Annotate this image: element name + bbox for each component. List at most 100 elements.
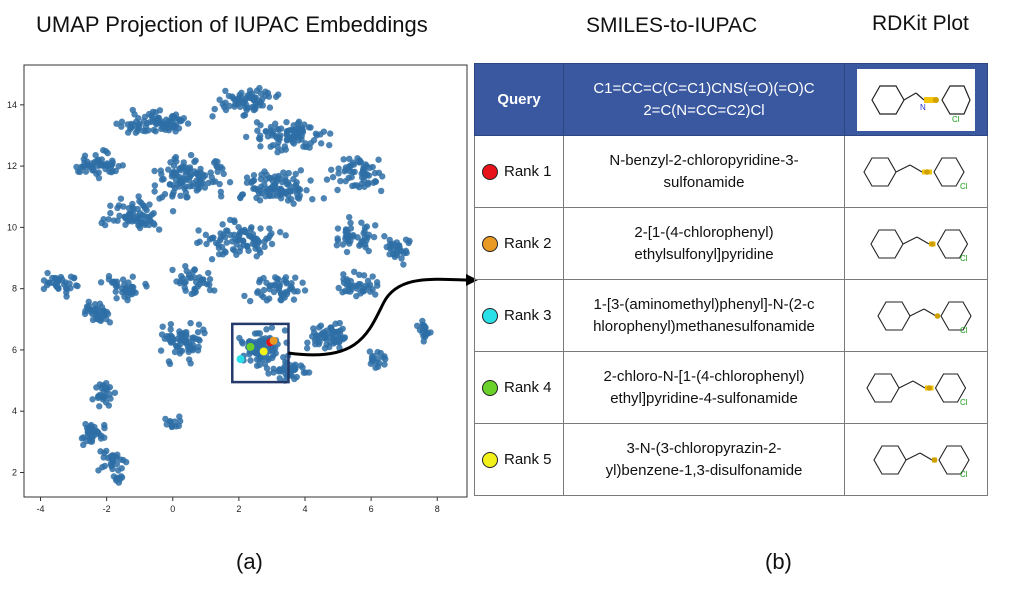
umap-point (185, 274, 193, 281)
umap-point (116, 212, 123, 220)
umap-point (330, 340, 337, 347)
umap-point (283, 288, 291, 295)
umap-point (205, 269, 212, 277)
umap-point (227, 231, 234, 239)
umap-point (118, 118, 126, 125)
umap-point (251, 330, 259, 337)
umap-point (388, 242, 395, 249)
umap-point (257, 143, 264, 150)
umap-point (256, 330, 264, 337)
umap-point (406, 237, 413, 245)
highlighted-point (246, 342, 255, 351)
umap-point (317, 140, 325, 147)
umap-point (307, 139, 315, 147)
umap-point (98, 156, 105, 163)
umap-point (282, 278, 290, 285)
umap-point (271, 120, 279, 127)
umap-point (326, 130, 334, 137)
umap-point (67, 284, 74, 292)
umap-point-cloud (40, 84, 434, 486)
umap-point (241, 292, 248, 300)
umap-point (97, 279, 105, 286)
umap-point (342, 235, 349, 243)
umap-point (259, 102, 267, 109)
umap-point (200, 174, 207, 181)
umap-point (203, 240, 210, 248)
umap-point (370, 352, 377, 360)
umap-point (82, 420, 89, 428)
umap-point (167, 326, 174, 333)
umap-point (273, 276, 281, 283)
umap-point (81, 152, 89, 159)
umap-point (155, 226, 163, 233)
umap-point (76, 168, 84, 176)
umap-point (222, 106, 230, 114)
umap-point (250, 172, 258, 179)
iupac-name-line1: 3-N-(3-chloropyrazin-2- (626, 439, 782, 457)
rdkit-plot-title: RDKit Plot (872, 12, 969, 35)
umap-point (237, 103, 244, 110)
umap-point (222, 87, 229, 95)
umap-point (139, 211, 146, 219)
umap-point (323, 176, 331, 183)
umap-point (247, 357, 254, 364)
umap-point (321, 334, 328, 342)
umap-point (161, 335, 169, 342)
umap-point (275, 134, 283, 141)
y-tick-label: 6 (12, 345, 17, 355)
umap-point (195, 227, 202, 234)
query-smiles-line1: C1=CC=C(C=C1)CNS(=O)(=O)C (593, 79, 815, 97)
umap-point (266, 174, 274, 182)
umap-point (297, 167, 305, 174)
umap-point (336, 344, 343, 351)
umap-point (342, 226, 350, 233)
umap-point (373, 279, 381, 286)
umap-point (256, 132, 264, 139)
umap-point (342, 166, 350, 174)
umap-point (358, 219, 365, 226)
umap-point (253, 235, 260, 243)
umap-point (287, 283, 294, 290)
umap-point (277, 125, 285, 132)
umap-point (120, 456, 127, 464)
umap-point (356, 271, 363, 279)
umap-point (252, 346, 260, 354)
umap-point (100, 216, 107, 223)
umap-point (60, 281, 68, 288)
umap-point (279, 292, 287, 300)
umap-point (44, 269, 51, 277)
umap-point (276, 228, 284, 236)
umap-point (236, 248, 243, 255)
rank-color-dot (482, 235, 498, 252)
umap-point (265, 295, 273, 302)
svg-text:Cl: Cl (960, 398, 968, 407)
umap-point (129, 106, 136, 114)
umap-point (112, 288, 119, 295)
umap-point (197, 165, 204, 173)
umap-point (169, 266, 176, 274)
iupac-name-line2: ethylsulfonyl]pyridine (634, 245, 774, 263)
umap-point (211, 178, 219, 185)
umap-point (336, 338, 343, 345)
y-tick-label: 10 (7, 222, 17, 232)
umap-point (361, 234, 368, 241)
umap-point (90, 429, 97, 437)
y-tick-label: 4 (12, 406, 17, 416)
umap-point (281, 143, 289, 150)
umap-point (297, 362, 305, 369)
iupac-name-line2: yl)benzene-1,3-disulfonamide (605, 461, 803, 479)
umap-point (181, 284, 188, 291)
umap-point (178, 272, 185, 280)
rank-molecule-image: Cl (870, 228, 969, 263)
umap-point (139, 127, 147, 134)
umap-point (237, 194, 244, 202)
query-label: Query (497, 90, 541, 108)
umap-point (209, 113, 216, 120)
umap-point (216, 96, 223, 103)
umap-point (103, 315, 110, 323)
umap-point (271, 185, 278, 193)
umap-point (315, 324, 323, 331)
umap-point (248, 178, 256, 185)
umap-point (250, 106, 258, 114)
umap-point (307, 177, 314, 184)
